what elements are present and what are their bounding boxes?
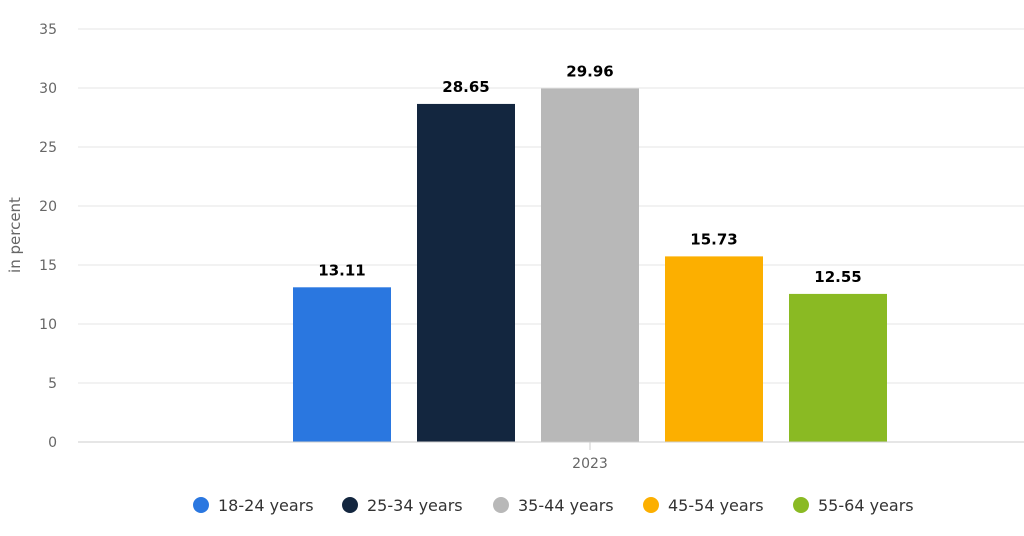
- bar-3: [541, 88, 639, 443]
- legend-item[interactable]: 25-34 years: [342, 496, 463, 515]
- data-label: 15.73: [690, 230, 737, 248]
- x-axis-tick-label: 2023: [572, 456, 608, 472]
- bars: [293, 88, 887, 443]
- y-tick-label: 5: [48, 376, 57, 392]
- legend-marker: [643, 497, 659, 513]
- data-label: 29.96: [566, 62, 613, 80]
- legend: 18-24 years 25-34 years 35-44 years 45-54 y…: [193, 496, 914, 515]
- legend-marker: [493, 497, 509, 513]
- y-tick-label: 35: [39, 22, 57, 38]
- y-tick-label: 0: [48, 435, 57, 451]
- legend-item[interactable]: 18-24 years: [193, 496, 314, 515]
- legend-label: 18-24 years: [218, 496, 314, 515]
- legend-item[interactable]: 35-44 years: [493, 496, 614, 515]
- bar-4: [665, 256, 763, 442]
- legend-marker: [342, 497, 358, 513]
- y-tick-label: 30: [39, 81, 57, 97]
- legend-item[interactable]: 45-54 years: [643, 496, 764, 515]
- legend-marker: [193, 497, 209, 513]
- data-label: 28.65: [442, 78, 489, 96]
- legend-label: 45-54 years: [668, 496, 764, 515]
- y-axis-label: in percent: [6, 197, 24, 273]
- y-tick-label: 25: [39, 140, 57, 156]
- y-tick-label: 20: [39, 199, 57, 215]
- data-labels: 13.11 28.65 29.96 15.73 12.55: [318, 62, 861, 285]
- data-label: 13.11: [318, 261, 365, 279]
- bar-2: [417, 103, 515, 443]
- y-tick-label: 15: [39, 258, 57, 274]
- y-axis-ticks: 0 5 10 15 20 25 30 35: [39, 22, 57, 451]
- legend-label: 55-64 years: [818, 496, 914, 515]
- bar-1: [293, 287, 391, 442]
- bar-5: [789, 293, 887, 442]
- legend-label: 25-34 years: [367, 496, 463, 515]
- y-tick-label: 10: [39, 317, 57, 333]
- legend-item[interactable]: 55-64 years: [793, 496, 914, 515]
- data-label: 12.55: [814, 268, 861, 286]
- legend-marker: [793, 497, 809, 513]
- legend-label: 35-44 years: [518, 496, 614, 515]
